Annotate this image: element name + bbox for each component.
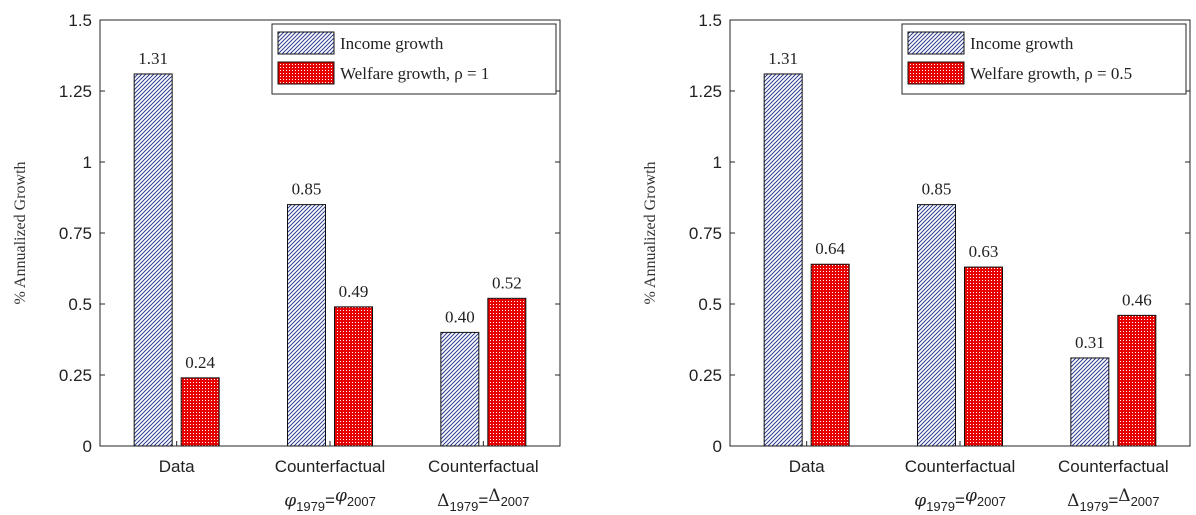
income-bar [1070, 357, 1110, 447]
welfare-bar [964, 266, 1003, 447]
x-tick-sublabel: Δ1979=Δ2007 [437, 486, 529, 514]
y-tick-label: 0.25 [59, 366, 92, 385]
welfare-bar [334, 306, 373, 447]
x-tick-label: Counterfactual [428, 457, 539, 476]
bar-value-label: 1.31 [768, 49, 798, 68]
y-tick-label: 1 [713, 153, 722, 172]
legend-entry-label: Income growth [340, 34, 444, 53]
welfare-bar [180, 377, 220, 447]
y-tick-label: 0.5 [698, 295, 722, 314]
income-bar [763, 73, 803, 447]
y-tick-label: 0.5 [68, 295, 92, 314]
welfare-bar [1117, 314, 1157, 447]
x-tick-sublabel: Δ1979=Δ2007 [1067, 486, 1159, 514]
y-tick-label: 0.75 [59, 224, 92, 243]
bar-value-label: 0.63 [969, 242, 999, 261]
y-tick-label: 0 [83, 437, 92, 456]
welfare-bar [487, 297, 527, 447]
bar-value-label: 0.64 [815, 239, 845, 258]
income-bar [133, 73, 173, 447]
bar-value-label: 0.24 [185, 353, 215, 372]
x-tick-label: Data [159, 457, 195, 476]
y-tick-label: 1.5 [698, 11, 722, 30]
y-tick-label: 0.25 [689, 366, 722, 385]
x-tick-sublabel: φ1979=φ2007 [284, 486, 376, 514]
x-tick-label: Counterfactual [905, 457, 1016, 476]
legend-swatch-welfare [277, 61, 335, 85]
y-tick-label: 0 [713, 437, 722, 456]
x-tick-label: Counterfactual [275, 457, 386, 476]
legend-entry-label: Income growth [970, 34, 1074, 53]
x-tick-label: Counterfactual [1058, 457, 1169, 476]
y-tick-label: 1.5 [68, 11, 92, 30]
bar-value-label: 0.85 [292, 180, 322, 199]
y-tick-label: 1.25 [689, 82, 722, 101]
y-tick-label: 0.75 [689, 224, 722, 243]
legend-swatch-income [907, 31, 965, 55]
income-bar [440, 331, 480, 447]
bar-value-label: 0.49 [339, 282, 369, 301]
bar-value-label: 0.31 [1075, 333, 1105, 352]
bar-value-label: 0.52 [492, 273, 522, 292]
legend-swatch-income [277, 31, 335, 55]
x-tick-sublabel: φ1979=φ2007 [914, 486, 1006, 514]
chart-left: 0 0.25 0.5 0.75 1 1.25 1.5 % Annualized Growth 1… [12, 11, 561, 514]
y-axis-label: % Annualized Growth [642, 161, 659, 304]
y-tick-label: 1.25 [59, 82, 92, 101]
bar-value-label: 0.85 [922, 180, 952, 199]
y-axis-label: % Annualized Growth [12, 161, 29, 304]
welfare-bar [810, 263, 850, 447]
legend-entry-label: Welfare growth, ρ = 0.5 [970, 64, 1132, 83]
bar-value-label: 1.31 [138, 49, 168, 68]
income-bar [917, 204, 956, 447]
legend-entry-label: Welfare growth, ρ = 1 [340, 64, 489, 83]
y-tick-label: 1 [83, 153, 92, 172]
chart-right: 0 0.25 0.5 0.75 1 1.25 1.5 % Annualized Growth 1… [642, 11, 1191, 514]
bar-value-label: 0.40 [445, 307, 475, 326]
x-tick-label: Data [789, 457, 825, 476]
income-bar [287, 204, 326, 447]
legend-swatch-welfare [907, 61, 965, 85]
bar-value-label: 0.46 [1122, 290, 1152, 309]
